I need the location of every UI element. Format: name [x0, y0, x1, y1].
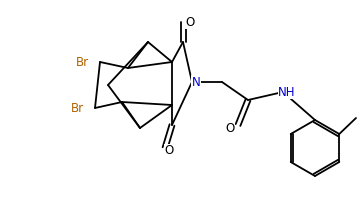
Text: NH: NH	[278, 86, 296, 99]
Text: N: N	[192, 75, 200, 88]
Text: O: O	[164, 145, 174, 158]
Text: Br: Br	[70, 101, 83, 114]
Text: Br: Br	[75, 55, 88, 68]
Text: O: O	[225, 123, 235, 136]
Text: O: O	[186, 15, 195, 29]
